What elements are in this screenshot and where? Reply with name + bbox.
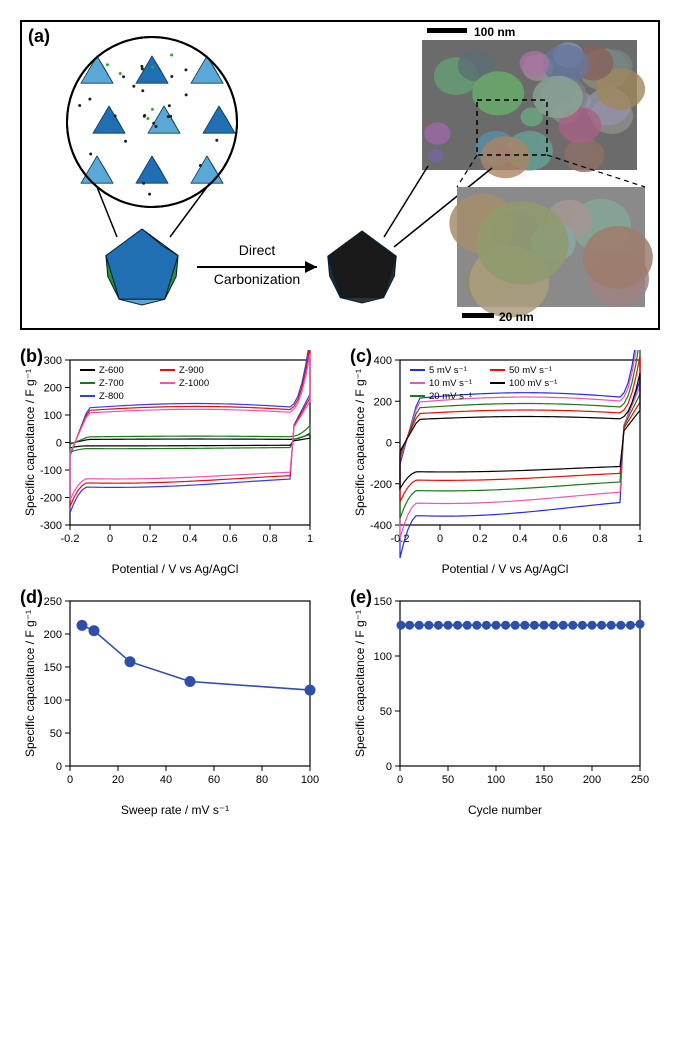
svg-text:0.8: 0.8: [262, 533, 277, 545]
panel-b-xlabel: Potential / V vs Ag/AgCl: [20, 562, 330, 576]
panel-c: (c) -0.200.20.40.60.81-400-2000200400Spe…: [350, 350, 660, 576]
panel-a-schematic: Direct Carbonization 100 nm 20 nm: [22, 22, 658, 328]
svg-text:100 mV s⁻¹: 100 mV s⁻¹: [509, 378, 557, 389]
svg-text:50: 50: [380, 706, 392, 718]
svg-text:Specific capacitance / F g⁻¹: Specific capacitance / F g⁻¹: [353, 369, 367, 516]
svg-text:80: 80: [256, 774, 268, 786]
svg-text:-300: -300: [40, 520, 62, 532]
svg-text:Specific capacitance / F g⁻¹: Specific capacitance / F g⁻¹: [353, 610, 367, 757]
panel-d-xlabel: Sweep rate / mV s⁻¹: [20, 803, 330, 817]
svg-text:0.4: 0.4: [182, 533, 197, 545]
panel-d-label: (d): [20, 587, 43, 608]
svg-text:Z-900: Z-900: [179, 365, 204, 376]
svg-text:150: 150: [44, 662, 62, 674]
svg-text:100: 100: [374, 651, 392, 663]
svg-text:100: 100: [44, 695, 62, 707]
svg-text:-200: -200: [370, 479, 392, 491]
svg-text:Z-800: Z-800: [99, 391, 124, 402]
svg-text:200: 200: [44, 629, 62, 641]
chart-c: -0.200.20.40.60.81-400-2000200400Specifi…: [350, 350, 650, 560]
svg-text:250: 250: [44, 596, 62, 608]
svg-text:0: 0: [107, 533, 113, 545]
svg-text:-0.2: -0.2: [61, 533, 80, 545]
svg-text:0: 0: [56, 438, 62, 450]
panel-e-label: (e): [350, 587, 372, 608]
row-bc: (b) -0.200.20.40.60.81-300-200-100010020…: [20, 350, 660, 576]
svg-text:100: 100: [301, 774, 319, 786]
svg-text:0.2: 0.2: [472, 533, 487, 545]
panel-c-label: (c): [350, 346, 372, 367]
chart-b: -0.2 0 0.2 0.4 0.6 0.8 1 -300 -200 -100 0 100 200 300…: [20, 350, 320, 560]
svg-text:50 mV s⁻¹: 50 mV s⁻¹: [509, 365, 552, 376]
svg-text:100 nm: 100 nm: [474, 25, 515, 39]
panel-b: (b) -0.200.20.40.60.81-300-200-100010020…: [20, 350, 330, 576]
svg-text:0.2: 0.2: [142, 533, 157, 545]
svg-text:50: 50: [50, 728, 62, 740]
svg-text:0.4: 0.4: [512, 533, 527, 545]
svg-text:Specific capacitance / F g⁻¹: Specific capacitance / F g⁻¹: [23, 369, 37, 516]
svg-text:1: 1: [637, 533, 643, 545]
panel-e-xlabel: Cycle number: [350, 803, 660, 817]
row-de: (d) 020406080100050100150200250Specific …: [20, 591, 660, 817]
svg-text:Specific capacitance / F g⁻¹: Specific capacitance / F g⁻¹: [23, 610, 37, 757]
svg-text:0.6: 0.6: [552, 533, 567, 545]
svg-text:0: 0: [437, 533, 443, 545]
panel-b-label: (b): [20, 346, 43, 367]
svg-text:Z-1000: Z-1000: [179, 378, 209, 389]
svg-text:200: 200: [583, 774, 601, 786]
svg-text:40: 40: [160, 774, 172, 786]
panel-c-xlabel: Potential / V vs Ag/AgCl: [350, 562, 660, 576]
panel-e: (e) 050100150200250050100150Specific cap…: [350, 591, 660, 817]
panel-d: (d) 020406080100050100150200250Specific …: [20, 591, 330, 817]
svg-text:10 mV s⁻¹: 10 mV s⁻¹: [429, 378, 472, 389]
svg-text:Z-700: Z-700: [99, 378, 124, 389]
svg-text:20: 20: [112, 774, 124, 786]
svg-text:0: 0: [56, 761, 62, 773]
figure: (a) Direct Carbonization 100 nm 20 nm (b) -…: [20, 20, 660, 817]
svg-text:400: 400: [374, 355, 392, 367]
chart-e: 0 50 100 150 200 250 0 50 100 150 Specific capacit…: [350, 591, 650, 801]
svg-text:20 nm: 20 nm: [499, 310, 534, 324]
svg-text:250: 250: [631, 774, 649, 786]
svg-text:-100: -100: [40, 465, 62, 477]
svg-text:150: 150: [374, 596, 392, 608]
svg-text:5 mV s⁻¹: 5 mV s⁻¹: [429, 365, 467, 376]
svg-text:-200: -200: [40, 493, 62, 505]
svg-text:0.6: 0.6: [222, 533, 237, 545]
chart-d: 0 20 40 60 80 100 0 50 100 150 200 250 Specific capa…: [20, 591, 320, 801]
svg-text:0: 0: [386, 761, 392, 773]
svg-text:60: 60: [208, 774, 220, 786]
svg-text:50: 50: [442, 774, 454, 786]
svg-text:Z-600: Z-600: [99, 365, 124, 376]
svg-text:300: 300: [44, 355, 62, 367]
svg-text:-400: -400: [370, 520, 392, 532]
panel-a: (a) Direct Carbonization 100 nm 20 nm: [20, 20, 660, 330]
svg-text:Carbonization: Carbonization: [214, 271, 300, 287]
svg-text:0.8: 0.8: [592, 533, 607, 545]
svg-text:100: 100: [487, 774, 505, 786]
svg-text:1: 1: [307, 533, 313, 545]
svg-text:0: 0: [397, 774, 403, 786]
svg-text:20 mV s⁻¹: 20 mV s⁻¹: [429, 391, 472, 402]
svg-text:0: 0: [386, 438, 392, 450]
panel-a-label: (a): [28, 26, 50, 47]
svg-text:0: 0: [67, 774, 73, 786]
svg-text:200: 200: [374, 396, 392, 408]
svg-text:200: 200: [44, 383, 62, 395]
svg-text:100: 100: [44, 410, 62, 422]
svg-text:Direct: Direct: [239, 242, 276, 258]
svg-text:150: 150: [535, 774, 553, 786]
